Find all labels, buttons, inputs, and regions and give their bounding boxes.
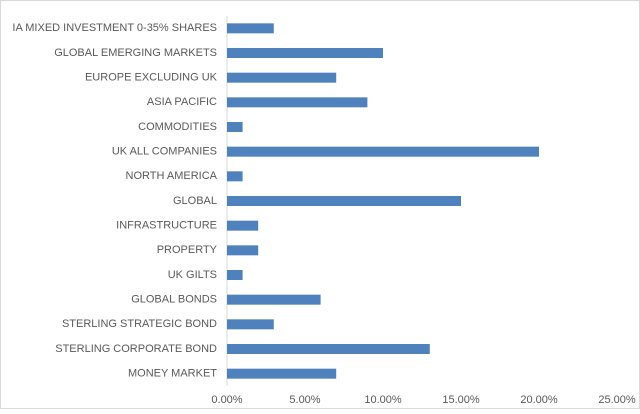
bar — [227, 270, 243, 280]
bar — [227, 245, 259, 256]
x-tick-label: 20.00% — [520, 394, 558, 406]
bar — [227, 48, 383, 58]
bar — [227, 72, 337, 83]
y-tick-label: MONEY MARKET — [128, 368, 217, 380]
y-tick-label: IA MIXED INVESTMENT 0-35% SHARES — [12, 22, 217, 34]
bar — [227, 368, 337, 379]
y-tick-label: PROPERTY — [157, 244, 218, 256]
bar — [227, 146, 539, 157]
x-tick-label: 0.00% — [211, 394, 242, 406]
bar — [227, 97, 368, 108]
bar — [227, 171, 243, 182]
x-tick-label: 10.00% — [364, 394, 402, 406]
y-tick-label: STERLING STRATEGIC BOND — [62, 318, 217, 330]
bar — [227, 196, 461, 206]
y-tick-label: GLOBAL BONDS — [131, 294, 217, 306]
x-tick-label: 5.00% — [289, 394, 320, 406]
x-tick-label: 25.00% — [598, 394, 636, 406]
y-tick-label: COMMODITIES — [138, 121, 217, 133]
bar — [227, 220, 259, 231]
bar — [227, 122, 243, 132]
y-tick-label: ASIA PACIFIC — [147, 96, 217, 108]
y-tick-label: EUROPE EXCLUDING UK — [85, 72, 218, 84]
y-tick-label: NORTH AMERICA — [126, 170, 218, 182]
y-tick-label: STERLING CORPORATE BOND — [55, 343, 217, 355]
bar — [227, 23, 274, 34]
y-tick-label: UK ALL COMPANIES — [112, 146, 217, 158]
y-tick-label: GLOBAL EMERGING MARKETS — [54, 47, 217, 59]
bar — [227, 344, 430, 354]
y-tick-label: INFRASTRUCTURE — [116, 220, 217, 232]
x-tick-label: 15.00% — [442, 394, 480, 406]
y-tick-label: UK GILTS — [168, 269, 217, 281]
bar — [227, 319, 274, 330]
y-tick-label: GLOBAL — [173, 195, 217, 207]
bar — [227, 294, 321, 305]
